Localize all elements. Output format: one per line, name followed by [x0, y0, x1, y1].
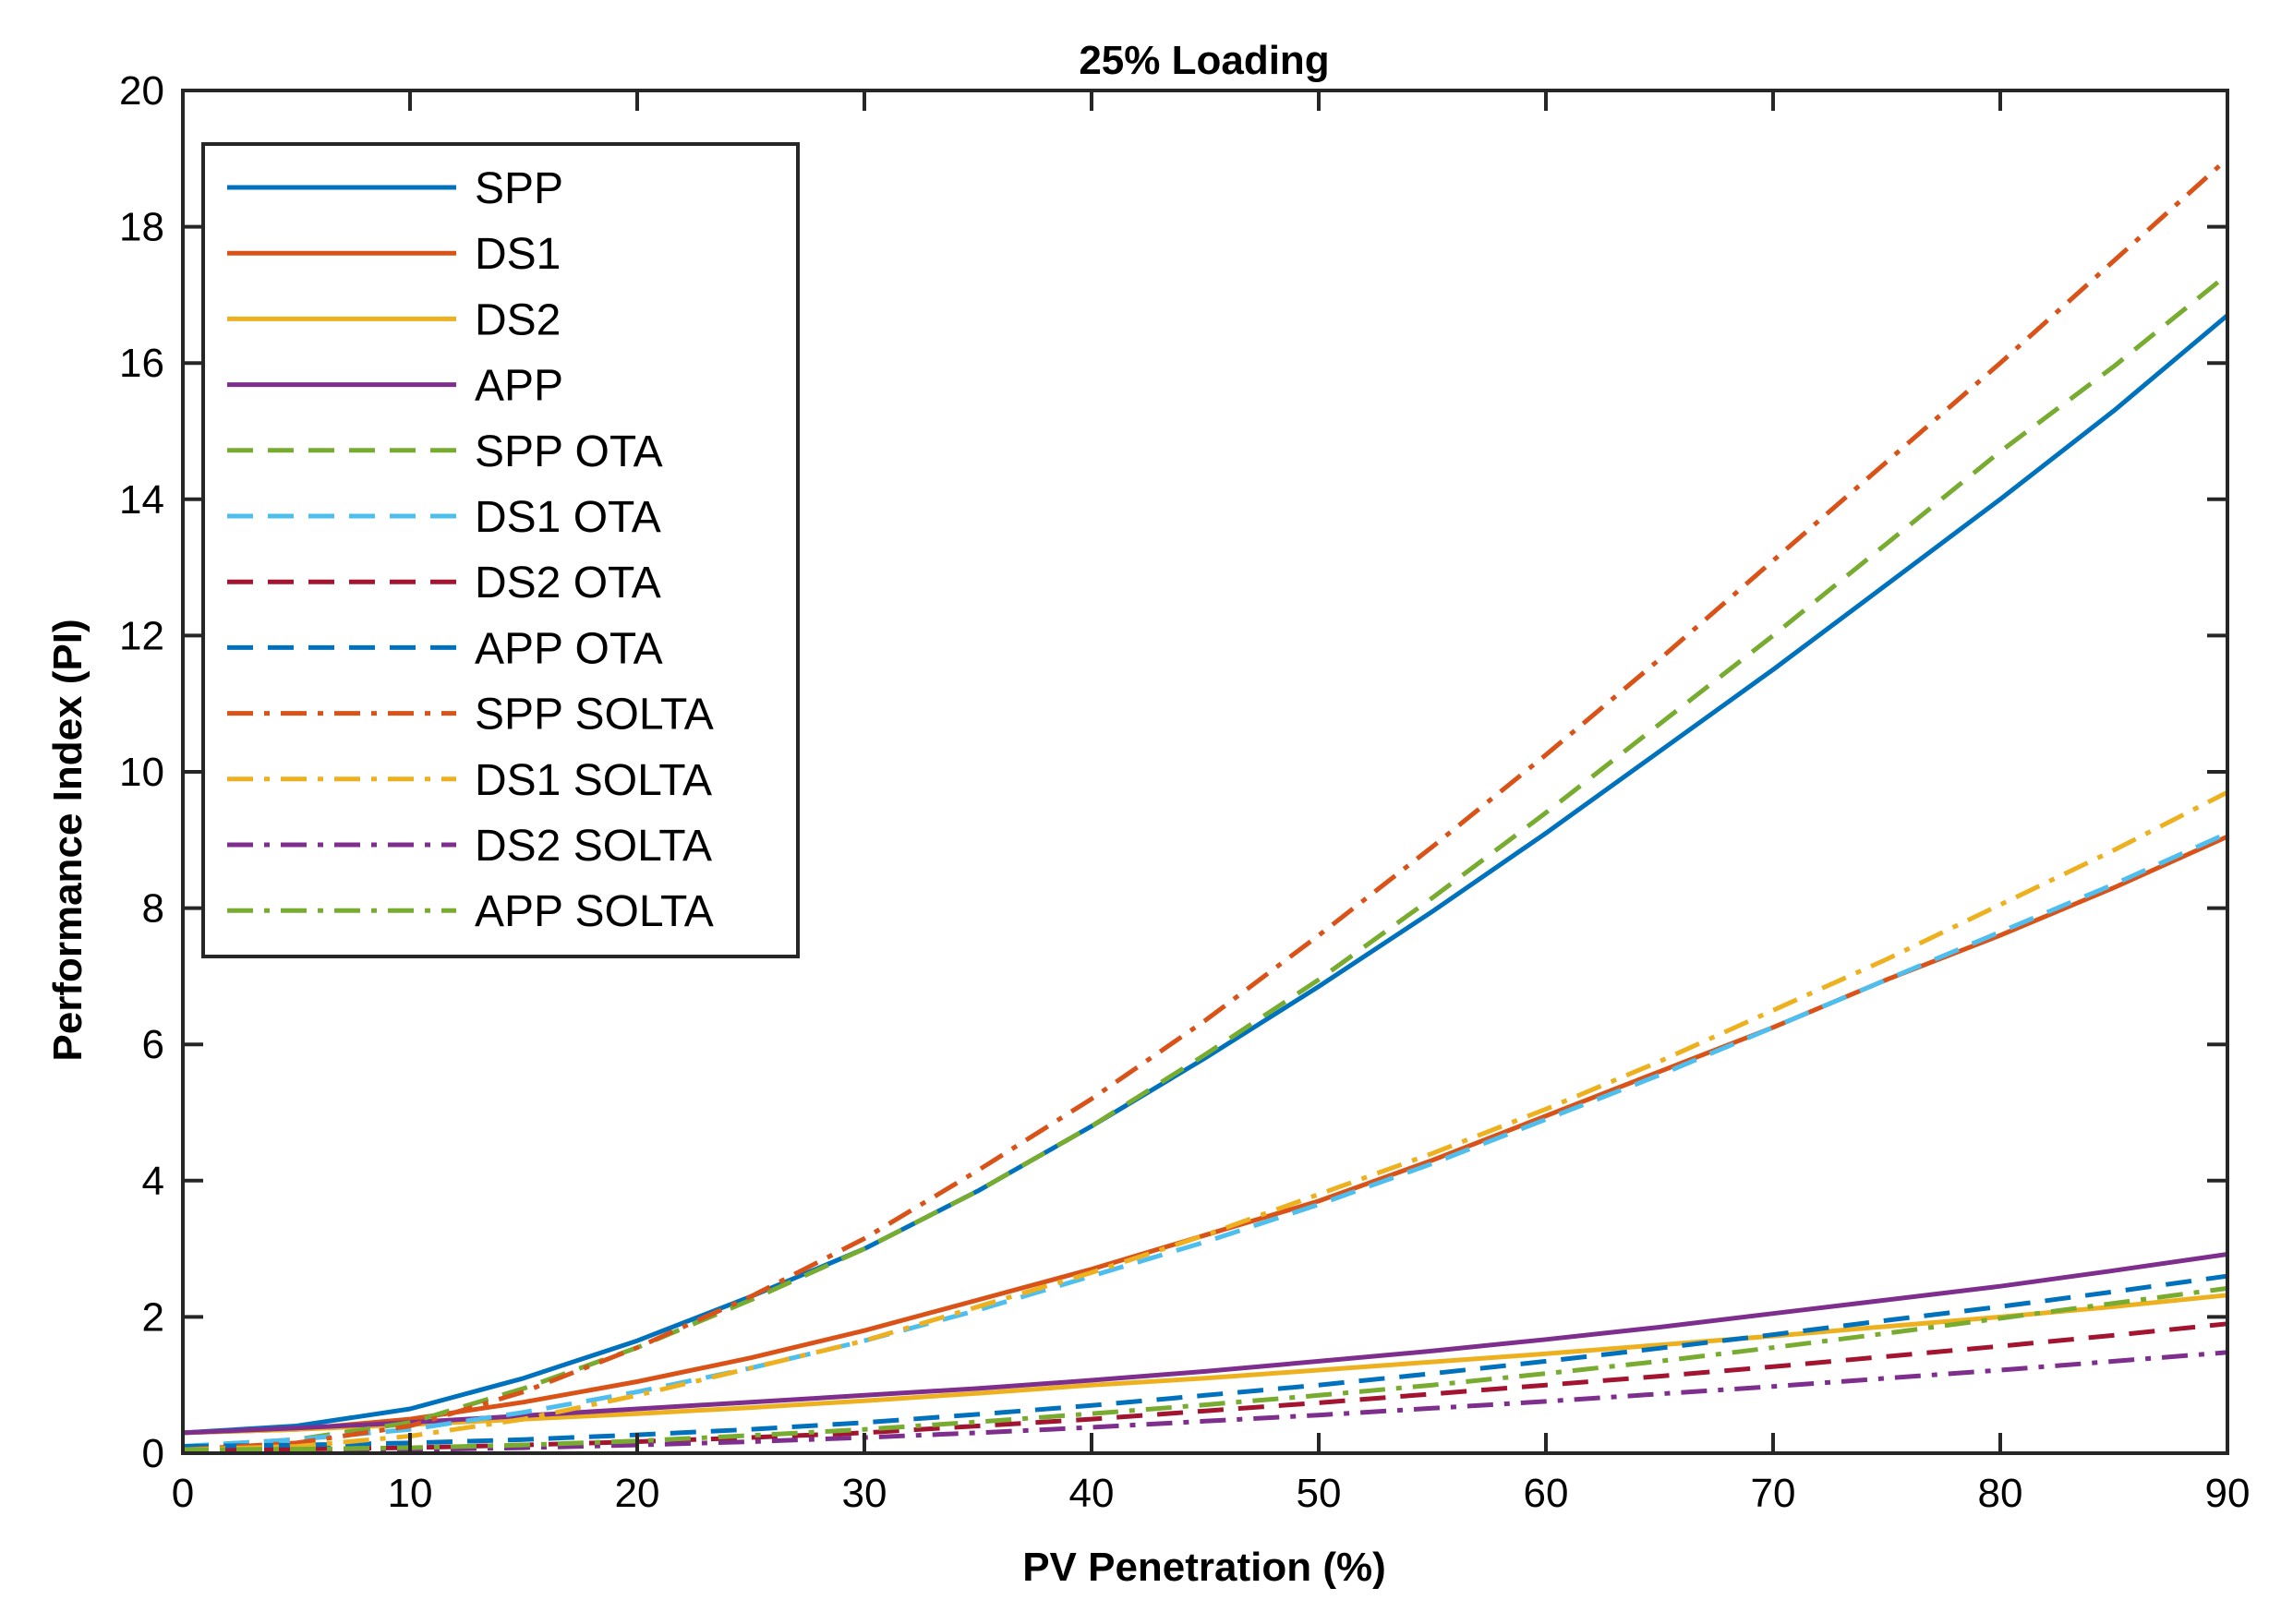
legend-entry-spp: SPP	[227, 164, 563, 213]
x-tick-label: 40	[1069, 1471, 1115, 1516]
x-tick-label: 80	[1978, 1471, 2023, 1516]
legend-label: SPP SOLTA	[475, 691, 714, 740]
x-axis-label: PV Penetration (%)	[1022, 1545, 1386, 1590]
series-line-app	[182, 1252, 2228, 1436]
legend-label: SPP	[475, 164, 563, 213]
plot-frame	[181, 89, 2229, 1455]
y-tick-label: 8	[142, 886, 164, 932]
tick-labels: 0 10 20 30 40 50 60 70 80 90 0 2 4 6 8 10 12 14 16 18 20	[119, 68, 2250, 1516]
x-tick-label: 90	[2205, 1471, 2251, 1516]
legend-entry-ds2-ota: DS2 OTA	[227, 559, 661, 607]
y-tick-label: 12	[119, 613, 164, 658]
y-tick-label: 0	[142, 1431, 164, 1476]
y-axis-label: Performance Index (PI)	[45, 619, 91, 1061]
chart-title: 25% Loading	[1079, 38, 1329, 83]
x-tick-label: 70	[1751, 1471, 1796, 1516]
series-line-ds1-solta	[182, 789, 2229, 1452]
y-tick-label: 20	[119, 68, 164, 114]
y-tick-label: 16	[119, 341, 164, 386]
legend-label: APP	[475, 362, 563, 411]
legend-label: APP OTA	[475, 624, 663, 673]
y-tick-label: 2	[142, 1294, 164, 1340]
legend-items: SPP DS1 DS2 APP SPP OTA DS1 OTA DS2 OTA APP OTA…	[227, 164, 714, 936]
x-tick-label: 10	[388, 1471, 433, 1516]
y-tick-label: 4	[142, 1159, 164, 1204]
series-layer	[182, 156, 2229, 1454]
x-tick-label: 30	[842, 1471, 887, 1516]
legend-entry-spp-ota: SPP OTA	[227, 427, 663, 476]
legend-entry-app: APP	[227, 362, 563, 411]
legend-entry-spp-solta: SPP SOLTA	[227, 691, 714, 740]
legend-entry-ds2-solta: DS2 SOLTA	[227, 822, 712, 871]
legend-entry-ds1-ota: DS1 OTA	[227, 493, 661, 542]
legend-label: DS2 SOLTA	[475, 822, 712, 871]
series-line-spp	[182, 313, 2229, 1436]
legend-entry-app-solta: APP SOLTA	[227, 887, 714, 936]
legend-label: DS1 SOLTA	[475, 756, 712, 805]
x-tick-label: 60	[1524, 1471, 1569, 1516]
y-tick-label: 10	[119, 750, 164, 795]
series-line-spp-ota	[182, 272, 2229, 1450]
y-tick-label: 18	[119, 205, 164, 250]
legend-box	[201, 142, 800, 958]
legend: SPP DS1 DS2 APP SPP OTA DS1 OTA DS2 OTA APP OTA…	[201, 142, 800, 958]
legend-label: DS1 OTA	[475, 493, 661, 542]
legend-label: DS1	[475, 230, 561, 279]
legend-label: APP SOLTA	[475, 887, 714, 936]
legend-label: DS2	[475, 295, 561, 344]
y-tick-label: 6	[142, 1022, 164, 1067]
x-tick-label: 20	[615, 1471, 660, 1516]
series-line-app-solta	[182, 1285, 2228, 1452]
series-line-ds1	[182, 834, 2229, 1436]
y-tick-label: 14	[119, 477, 164, 523]
series-line-ds1-ota	[182, 831, 2229, 1450]
legend-entry-ds2: DS2	[227, 295, 561, 344]
series-line-ds2-solta	[182, 1350, 2228, 1454]
series-line-app-ota	[182, 1273, 2228, 1450]
legend-label: SPP OTA	[475, 427, 663, 476]
legend-label: DS2 OTA	[475, 559, 661, 607]
x-tick-label: 50	[1297, 1471, 1342, 1516]
series-line-spp-solta	[182, 156, 2229, 1452]
x-tick-label: 0	[172, 1471, 194, 1516]
legend-entry-app-ota: APP OTA	[227, 624, 663, 673]
legend-entry-ds1-solta: DS1 SOLTA	[227, 756, 712, 805]
legend-entry-ds1: DS1	[227, 230, 561, 279]
